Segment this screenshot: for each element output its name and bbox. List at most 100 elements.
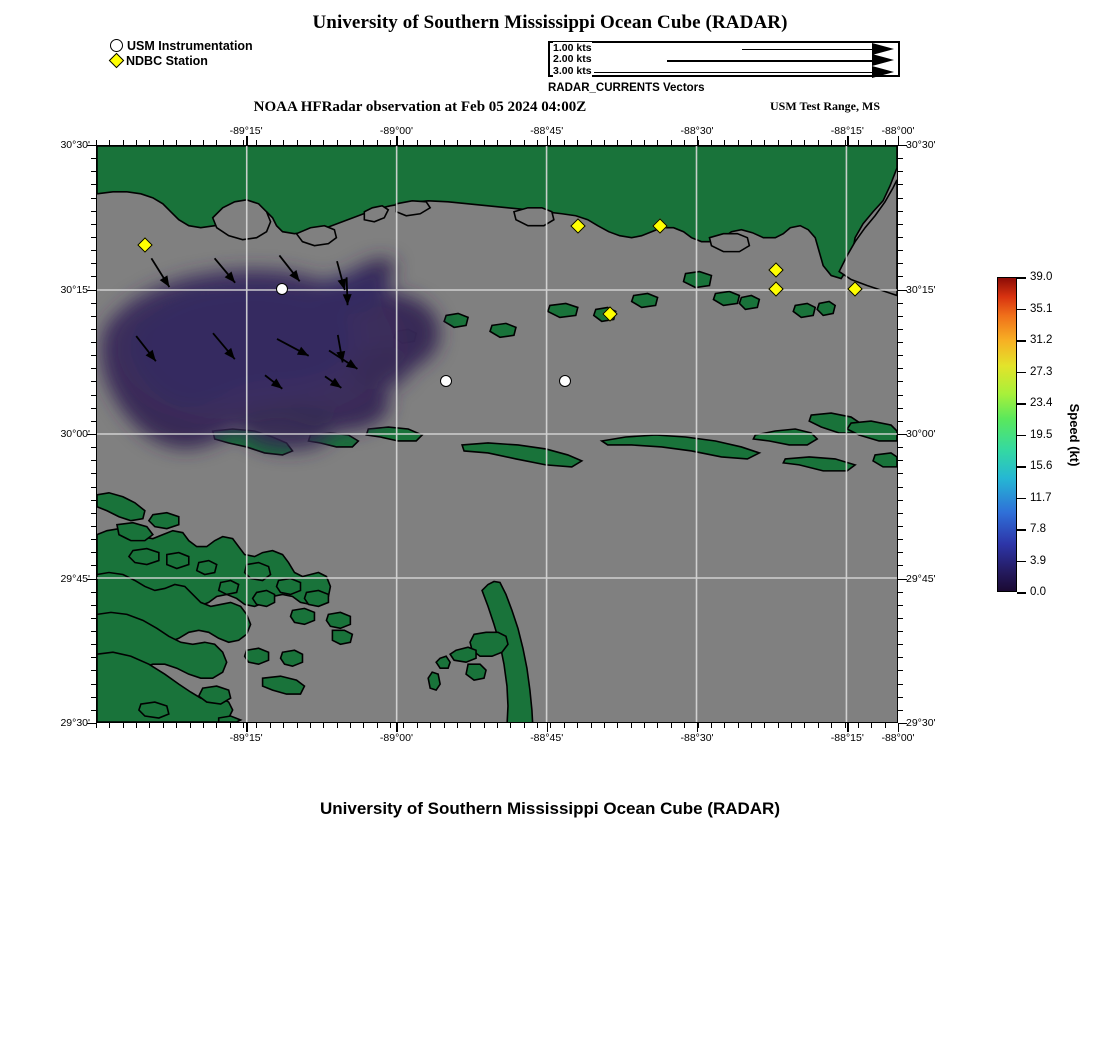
axis-tick <box>898 696 903 698</box>
axis-tick <box>243 723 245 728</box>
axis-tick <box>91 670 96 672</box>
observation-subtitle: NOAA HFRadar observation at Feb 05 2024 … <box>253 99 587 115</box>
axis-tick <box>670 140 672 145</box>
axis-tick <box>898 552 903 554</box>
axis-tick <box>537 140 539 145</box>
axis-tick <box>898 709 903 711</box>
axis-tick <box>630 723 632 728</box>
vector-scale-row-3: 3.00 kts <box>550 64 898 78</box>
axis-tick <box>91 210 96 212</box>
axis-tick <box>96 140 97 145</box>
vector-scale-label: 2.00 kts <box>553 53 592 66</box>
axis-tick <box>550 723 552 728</box>
axis-tick <box>109 723 111 728</box>
axis-tick <box>336 723 338 728</box>
radar-current-field <box>100 257 441 451</box>
axis-tick <box>737 723 739 728</box>
vector-scale-row-2: 2.00 kts <box>550 53 898 67</box>
axis-tick <box>91 631 96 633</box>
colorbar-tick-label: 0.0 <box>1030 586 1046 598</box>
x-axis-bottom-tick-label: -88°15' <box>830 732 864 744</box>
axis-major-tick <box>697 136 699 145</box>
colorbar-tick-label: 19.5 <box>1030 428 1053 441</box>
axis-tick <box>898 499 903 501</box>
axis-major-tick <box>898 578 907 580</box>
axis-tick <box>898 539 903 541</box>
axis-tick <box>470 723 472 728</box>
colorbar-tick <box>1017 560 1026 562</box>
axis-tick <box>898 223 903 225</box>
axis-tick <box>349 140 351 145</box>
axis-tick <box>390 723 392 728</box>
axis-major-tick <box>847 136 849 145</box>
colorbar-tick-label: 23.4 <box>1030 397 1053 409</box>
usm-station-3[interactable] <box>558 375 571 388</box>
axis-tick <box>363 723 365 728</box>
axis-tick <box>91 328 96 330</box>
axis-tick <box>91 525 96 527</box>
legend-item-usm: USM Instrumentation <box>110 38 253 53</box>
x-axis-top-tick-label: -89°15' <box>229 125 263 137</box>
axis-tick <box>403 723 405 728</box>
axis-tick <box>309 140 311 145</box>
axis-tick <box>149 723 151 728</box>
axis-tick <box>898 644 903 646</box>
y-axis-right-tick-label: 30°00' <box>906 428 936 440</box>
axis-tick <box>403 140 405 145</box>
axis-tick <box>162 140 164 145</box>
axis-tick <box>149 140 151 145</box>
axis-tick <box>336 140 338 145</box>
axis-tick <box>189 723 191 728</box>
axis-tick <box>229 140 231 145</box>
axis-tick <box>91 552 96 554</box>
colorbar-tick <box>1017 592 1026 594</box>
colorbar-tick <box>1017 403 1026 405</box>
x-axis-top-tick-label: -88°45' <box>530 125 564 137</box>
axis-tick <box>898 276 903 278</box>
colorbar-tick <box>1017 371 1026 373</box>
usm-station-1[interactable] <box>275 283 288 296</box>
axis-tick <box>91 512 96 514</box>
axis-major-tick <box>898 289 907 291</box>
colorbar-tick <box>1017 277 1026 279</box>
x-axis-top-labels: -89°15' -89°00' -88°45' -88°30' -88°15' -88°0… <box>96 125 915 139</box>
axis-tick <box>550 140 552 145</box>
x-axis-bottom-tick-label: -88°30' <box>680 732 714 744</box>
axis-tick <box>898 631 903 633</box>
axis-tick <box>376 723 378 728</box>
marker-legend: USM Instrumentation NDBC Station <box>108 38 253 69</box>
axis-major-tick <box>898 145 907 147</box>
axis-tick <box>630 140 632 145</box>
colorbar-tick-label: 35.1 <box>1030 302 1053 315</box>
axis-tick <box>91 197 96 199</box>
map-plot-area[interactable] <box>96 145 898 723</box>
axis-major-tick <box>898 136 900 145</box>
axis-tick <box>91 709 96 711</box>
axis-tick <box>256 140 258 145</box>
y-axis-right-labels: 30°30' 30°15' 30°00' 29°45' 29°30' <box>906 139 976 729</box>
colorbar-tick-label: 15.6 <box>1030 460 1053 472</box>
axis-tick <box>644 140 646 145</box>
colorbar-tick <box>1017 466 1026 468</box>
axis-tick <box>91 394 96 396</box>
axis-tick <box>91 499 96 501</box>
axis-tick <box>617 140 619 145</box>
axis-tick <box>323 140 325 145</box>
axis-tick <box>91 342 96 344</box>
axis-tick <box>91 184 96 186</box>
axis-tick <box>162 723 164 728</box>
axis-tick <box>844 723 846 728</box>
axis-tick <box>898 197 903 199</box>
map-geography <box>97 146 897 722</box>
axis-tick <box>416 723 418 728</box>
axis-tick <box>898 236 903 238</box>
axis-tick <box>91 158 96 160</box>
axis-tick <box>323 723 325 728</box>
axis-major-tick <box>396 723 398 732</box>
usm-station-2[interactable] <box>440 375 453 388</box>
y-axis-left-tick-label: 29°30' <box>60 717 90 729</box>
axis-tick <box>563 140 565 145</box>
axis-tick <box>91 617 96 619</box>
axis-tick <box>577 140 579 145</box>
